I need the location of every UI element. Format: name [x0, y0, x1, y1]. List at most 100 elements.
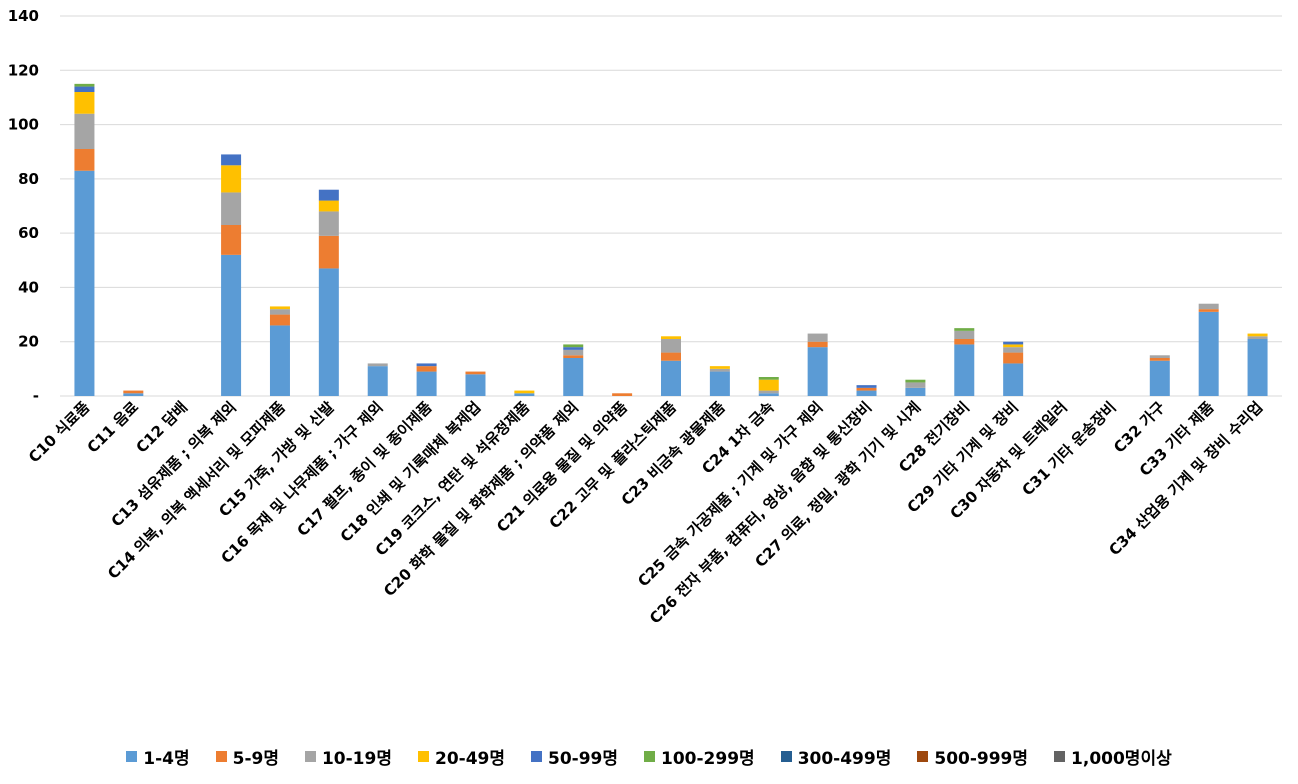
bar-segment — [905, 382, 926, 388]
bar-segment — [1149, 355, 1170, 358]
bar-segment — [758, 379, 779, 391]
legend-label: 300-499명 — [797, 749, 892, 769]
bar-segment — [709, 368, 730, 372]
bar-segment — [954, 330, 975, 339]
bar-segment — [563, 344, 584, 348]
bar-segment — [1198, 311, 1219, 396]
bar-segment — [318, 189, 339, 201]
bar-segment — [563, 347, 584, 350]
legend-item: 100-299명 — [644, 744, 755, 769]
bar-segment — [269, 309, 290, 315]
bar-segment — [758, 377, 779, 380]
bar-segment — [954, 339, 975, 345]
legend-item: 50-99명 — [531, 744, 618, 769]
bar-segment — [416, 363, 437, 367]
bar-segment — [221, 154, 242, 166]
bar-segment — [709, 366, 730, 369]
bar-segment — [1247, 336, 1268, 339]
bar-segment — [221, 225, 242, 255]
bar-segment — [1003, 341, 1024, 345]
legend-item: 1,000명이상 — [1054, 744, 1172, 769]
bar-segment — [367, 366, 388, 396]
bar-segment — [221, 254, 242, 396]
y-tick-label: 80 — [18, 170, 39, 188]
bar-segment — [74, 83, 95, 87]
bar-segment — [221, 165, 242, 193]
bar-segment — [661, 360, 681, 396]
bar-segment — [563, 355, 584, 358]
bar-segment — [74, 92, 95, 114]
bar-segment — [318, 200, 339, 212]
bar-segment — [954, 344, 975, 396]
bar-segment — [123, 393, 144, 396]
bar-segment — [318, 211, 339, 236]
legend-item: 500-999명 — [917, 744, 1028, 769]
bar-segment — [856, 390, 877, 396]
legend-item: 1-4명 — [126, 744, 190, 769]
bar-segment — [612, 393, 633, 396]
bar-segment — [905, 387, 926, 396]
bar-segment — [74, 113, 95, 149]
bar-segment — [514, 390, 535, 394]
legend-swatch — [304, 751, 316, 762]
y-tick-label: 40 — [18, 278, 39, 296]
legend-swatch — [531, 751, 542, 762]
bar-segment — [856, 387, 877, 391]
legend-swatch — [417, 751, 429, 762]
bar-segment — [563, 358, 584, 396]
bar-segment — [318, 268, 339, 396]
bar-segment — [465, 374, 486, 396]
gridlines — [60, 15, 1282, 397]
bar-segment — [1198, 309, 1219, 312]
bar-segment — [807, 347, 828, 396]
y-tick-label: 140 — [8, 7, 39, 25]
legend-item: 5-9명 — [215, 744, 279, 769]
legend-item: 20-49명 — [417, 744, 505, 769]
bar-segment — [661, 336, 681, 339]
legend-label: 20-49명 — [434, 749, 505, 769]
legend-label: 100-299명 — [661, 749, 755, 769]
bar-segment — [758, 390, 779, 394]
bar-segment — [1003, 347, 1024, 353]
y-tick-label: - — [33, 387, 39, 405]
x-tick-label: C14 의복, 의복 액세서리 및 모피제품 — [104, 398, 289, 583]
bar-segment — [269, 314, 290, 326]
legend-label: 1-4명 — [143, 749, 190, 769]
legend-swatch — [917, 751, 929, 762]
bar-segment — [269, 325, 290, 396]
bar-segment — [123, 390, 144, 394]
bar-segment — [74, 170, 95, 396]
bar-segment — [1247, 339, 1268, 396]
bar-segment — [905, 379, 926, 383]
bar-segment — [1149, 358, 1170, 361]
bar-segment — [465, 371, 486, 375]
bar-segment — [1003, 363, 1024, 396]
legend-label: 50-99명 — [548, 749, 619, 769]
y-tick-label: 120 — [8, 61, 39, 79]
bar-segment — [1198, 303, 1219, 310]
legend-swatch — [780, 751, 792, 762]
bar-segment — [367, 363, 388, 367]
bar-segment — [661, 352, 681, 361]
legend-label: 500-999명 — [934, 749, 1029, 769]
bar-segment — [807, 333, 828, 342]
bar-segment — [269, 306, 290, 310]
bar-segment — [514, 393, 535, 396]
bar-segment — [661, 339, 681, 353]
y-tick-label: 20 — [18, 333, 39, 351]
x-tick-label: C11 음료 — [84, 398, 143, 457]
legend-swatch — [215, 751, 227, 762]
bar-segment — [1003, 352, 1024, 364]
bar-segment — [416, 371, 437, 396]
bar-segment — [221, 192, 242, 225]
legend: 1-4명 5-9명 10-19명 20-49명 50-99명 100-299명 300-49… — [0, 744, 1298, 769]
legend-swatch — [126, 751, 138, 762]
bar-segment — [807, 341, 828, 348]
bar-segment — [1003, 344, 1024, 348]
bar-segment — [318, 235, 339, 269]
bar-segment — [954, 328, 975, 331]
legend-item: 10-19명 — [304, 744, 392, 769]
bar-segment — [416, 366, 437, 372]
legend-swatch — [644, 751, 656, 762]
bar-segment — [74, 86, 95, 92]
